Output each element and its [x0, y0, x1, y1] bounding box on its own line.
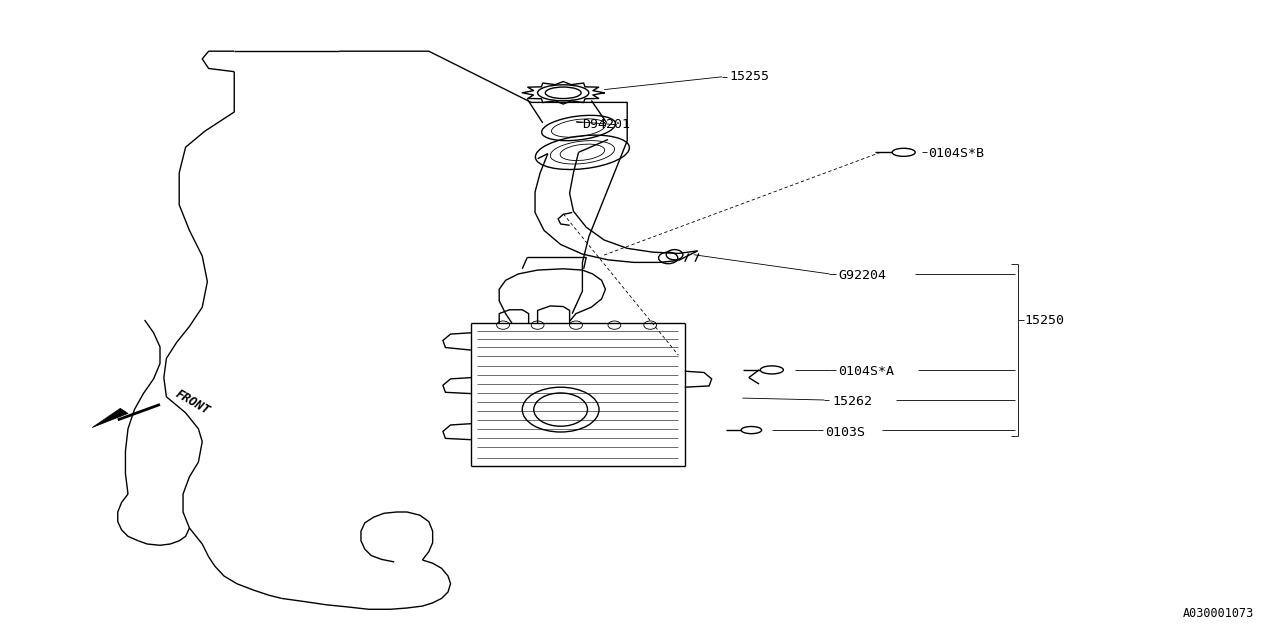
Text: 15250: 15250	[1024, 314, 1064, 326]
Polygon shape	[92, 408, 128, 428]
Text: 0104S*A: 0104S*A	[838, 365, 895, 378]
Text: 15262: 15262	[832, 395, 872, 408]
Text: 15255: 15255	[730, 70, 769, 83]
Text: 0104S*B: 0104S*B	[928, 147, 984, 160]
Text: 0103S: 0103S	[826, 426, 865, 438]
Text: A030001073: A030001073	[1183, 607, 1254, 620]
Text: D94201: D94201	[582, 118, 630, 131]
Text: FRONT: FRONT	[173, 387, 211, 417]
Text: G92204: G92204	[838, 269, 887, 282]
